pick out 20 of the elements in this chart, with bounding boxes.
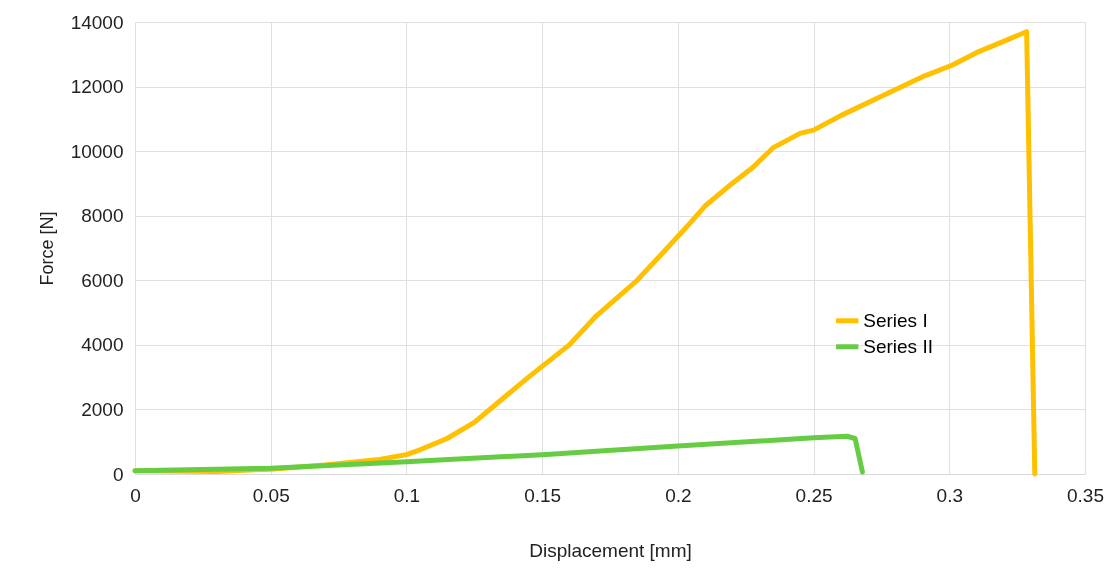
y-tick-label: 0 [112,463,124,485]
y-axis-title: Force [N] [36,211,57,286]
x-tick-label: 0.05 [252,484,290,506]
y-tick-label: 4000 [81,334,124,356]
x-tick-label: 0.25 [795,484,833,506]
legend-label: Series II [863,335,933,357]
x-tick-label: 0 [130,484,141,506]
y-tick-label: 14000 [70,11,124,33]
y-tick-label: 10000 [70,140,124,162]
y-tick-label: 2000 [81,398,124,420]
y-tick-label: 6000 [81,269,124,291]
x-tick-label: 0.15 [524,484,562,506]
x-tick-label: 0.1 [393,484,421,506]
legend-label: Series I [863,309,928,331]
y-tick-label: 12000 [70,76,124,98]
x-tick-label: 0.35 [1067,484,1104,506]
x-axis-title: Displacement [mm] [529,539,692,561]
x-tick-label: 0.3 [936,484,963,506]
y-tick-label: 8000 [81,205,124,227]
x-tick-label: 0.2 [665,484,692,506]
